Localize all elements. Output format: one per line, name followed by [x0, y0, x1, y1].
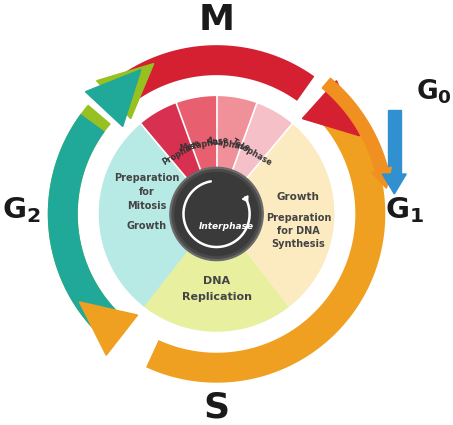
Text: Growth: Growth — [277, 192, 320, 202]
Polygon shape — [176, 96, 217, 214]
Text: DNA: DNA — [203, 276, 230, 286]
Text: Metaphase: Metaphase — [179, 136, 230, 153]
Text: $\mathbf{G_1}$: $\mathbf{G_1}$ — [385, 195, 424, 225]
Text: $\mathbf{G_0}$: $\mathbf{G_0}$ — [416, 78, 452, 106]
Text: Anaphase: Anaphase — [206, 136, 252, 153]
Polygon shape — [382, 174, 406, 194]
Text: Synthesis: Synthesis — [271, 239, 325, 249]
Circle shape — [171, 168, 262, 260]
Text: Growth: Growth — [126, 221, 167, 231]
Polygon shape — [141, 249, 289, 332]
Text: for DNA: for DNA — [277, 226, 320, 236]
Text: S: S — [203, 391, 230, 425]
Text: M: M — [198, 3, 235, 37]
Polygon shape — [322, 78, 388, 171]
Text: Telophase: Telophase — [230, 137, 274, 168]
Text: Preparation: Preparation — [114, 173, 179, 183]
Text: Prophase: Prophase — [160, 138, 202, 167]
Text: for: for — [139, 187, 154, 197]
Polygon shape — [79, 302, 138, 355]
Polygon shape — [96, 64, 154, 119]
Polygon shape — [303, 81, 360, 136]
Polygon shape — [242, 196, 248, 201]
Polygon shape — [146, 88, 386, 382]
Polygon shape — [97, 45, 314, 116]
Polygon shape — [371, 167, 391, 188]
Polygon shape — [388, 110, 401, 178]
Polygon shape — [141, 103, 217, 214]
Text: Interphase: Interphase — [199, 222, 254, 231]
Polygon shape — [86, 70, 141, 126]
Polygon shape — [48, 114, 118, 333]
Text: Preparation: Preparation — [266, 213, 331, 223]
Polygon shape — [245, 124, 334, 307]
Text: Mitosis: Mitosis — [127, 201, 166, 211]
Polygon shape — [48, 105, 131, 347]
Text: $\mathbf{G_2}$: $\mathbf{G_2}$ — [1, 195, 40, 225]
Polygon shape — [99, 124, 188, 307]
Text: Replication: Replication — [182, 292, 251, 302]
Polygon shape — [217, 96, 257, 214]
Polygon shape — [217, 103, 292, 214]
